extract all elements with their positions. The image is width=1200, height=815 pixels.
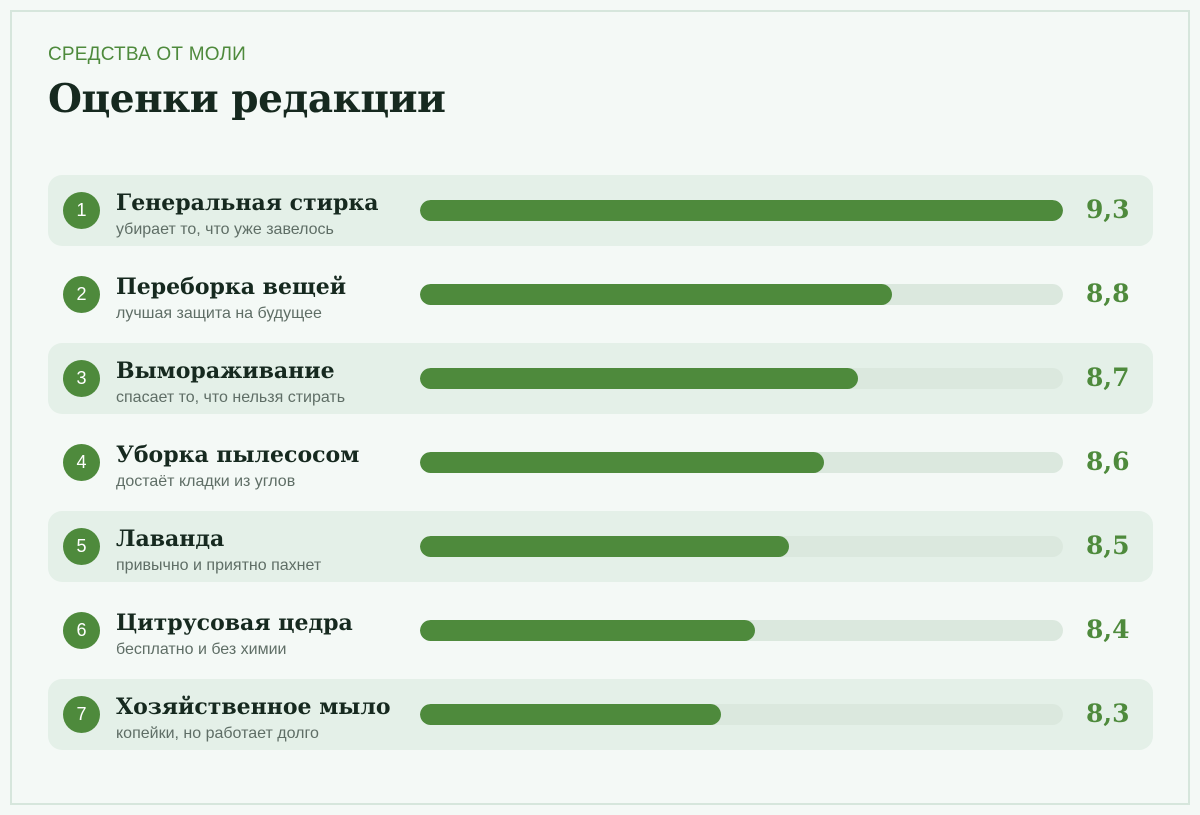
bar — [420, 368, 858, 389]
value-label: 8,5 — [1086, 531, 1130, 560]
value-label: 8,7 — [1086, 363, 1130, 392]
category-label: Вымораживание — [116, 358, 335, 384]
category-label: Генеральная стирка — [116, 190, 379, 216]
rank-badge: 4 — [63, 444, 100, 481]
kicker-label: СРЕДСТВА ОТ МОЛИ — [48, 44, 247, 65]
value-label: 9,3 — [1086, 195, 1130, 224]
value-label: 8,6 — [1086, 447, 1130, 476]
ratings-bar-chart: 1 Генеральная стирка убирает то, что уже з… — [48, 175, 1153, 763]
bar-track — [420, 536, 1063, 557]
bar-track — [420, 368, 1063, 389]
rank-badge: 1 — [63, 192, 100, 229]
category-label: Лаванда — [116, 526, 225, 552]
value-label: 8,3 — [1086, 699, 1130, 728]
value-label: 8,4 — [1086, 615, 1130, 644]
rank-badge: 7 — [63, 696, 100, 733]
category-label: Переборка вещей — [116, 274, 347, 300]
category-label: Уборка пылесосом — [116, 442, 360, 468]
category-description: достаёт кладки из углов — [116, 473, 296, 490]
category-description: убирает то, что уже завелось — [116, 221, 334, 238]
rating-row: 3 Вымораживание спасает то, что нельзя сти… — [48, 343, 1153, 414]
bar — [420, 704, 721, 725]
bar-track — [420, 200, 1063, 221]
bar — [420, 620, 755, 641]
page-title: Оценки редакции — [48, 76, 446, 122]
category-label: Цитрусовая цедра — [116, 610, 353, 636]
bar — [420, 536, 789, 557]
rating-row: 1 Генеральная стирка убирает то, что уже з… — [48, 175, 1153, 246]
category-label: Хозяйственное мыло — [116, 694, 391, 720]
bar-track — [420, 704, 1063, 725]
bar — [420, 200, 1063, 221]
rating-row: 7 Хозяйственное мыло копейки, но работает … — [48, 679, 1153, 750]
rating-row: 4 Уборка пылесосом достаёт кладки из углов… — [48, 427, 1153, 498]
bar-track — [420, 284, 1063, 305]
bar — [420, 452, 824, 473]
category-description: привычно и приятно пахнет — [116, 557, 322, 574]
rank-badge: 2 — [63, 276, 100, 313]
category-description: бесплатно и без химии — [116, 641, 287, 658]
category-description: лучшая защита на будущее — [116, 305, 322, 322]
rank-badge: 5 — [63, 528, 100, 565]
category-description: копейки, но работает долго — [116, 725, 319, 742]
bar-track — [420, 620, 1063, 641]
rating-row: 2 Переборка вещей лучшая защита на будущее… — [48, 259, 1153, 330]
category-description: спасает то, что нельзя стирать — [116, 389, 346, 406]
bar — [420, 284, 892, 305]
bar-track — [420, 452, 1063, 473]
rating-row: 5 Лаванда привычно и приятно пахнет 8,5 — [48, 511, 1153, 582]
rank-badge: 6 — [63, 612, 100, 649]
rank-badge: 3 — [63, 360, 100, 397]
rating-row: 6 Цитрусовая цедра бесплатно и без химии 8,… — [48, 595, 1153, 666]
value-label: 8,8 — [1086, 279, 1130, 308]
